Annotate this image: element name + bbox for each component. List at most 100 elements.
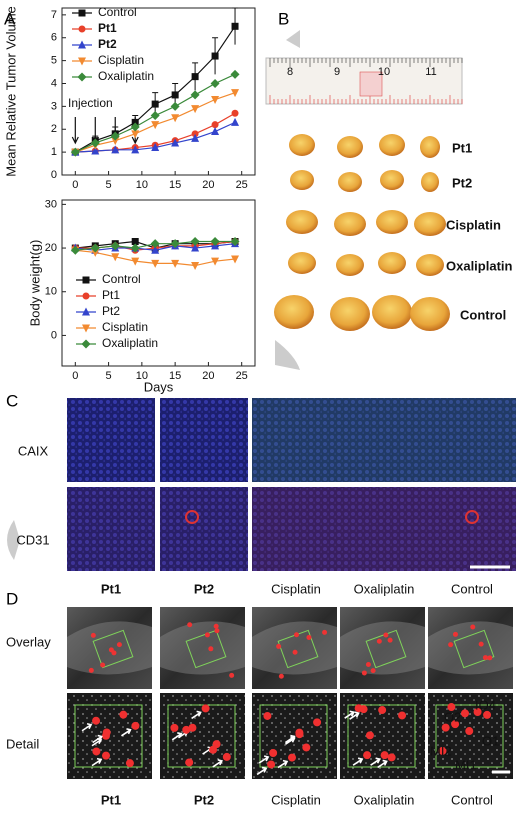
tumor-cell: [208, 646, 214, 652]
marker: [231, 255, 240, 264]
tumor-cell: [380, 751, 389, 760]
tumor-cell: [306, 634, 312, 640]
cell-arrow: [370, 757, 381, 766]
fish-body: [252, 621, 337, 675]
marker: [230, 69, 240, 79]
x-tick-label: 5: [106, 179, 112, 191]
tumor-label: Control: [460, 307, 506, 322]
marker: [111, 145, 120, 154]
marker: [82, 307, 90, 316]
marker: [70, 147, 80, 157]
panel-label: D: [6, 589, 18, 608]
vessel: [185, 510, 199, 524]
stain-image: [340, 398, 428, 482]
marker: [190, 90, 200, 100]
tumor-cell: [276, 643, 282, 649]
stain-image: [252, 487, 340, 571]
y-tick-label: 0: [51, 329, 57, 341]
y-tick-label: 7: [51, 9, 57, 21]
tumor-label: Pt2: [452, 175, 472, 190]
marker: [90, 138, 100, 148]
marker: [170, 239, 180, 249]
marker: [131, 257, 140, 266]
marker: [110, 241, 120, 251]
marker: [170, 101, 180, 111]
tumor-cell: [185, 758, 194, 767]
stain-row-label: CAIX: [18, 443, 49, 458]
legend-label: Pt1: [102, 288, 120, 302]
legend-label: Pt2: [98, 37, 117, 51]
cell-annotation: MI2: [430, 743, 452, 758]
marker: [151, 259, 160, 268]
marker: [191, 105, 200, 114]
tumor-cell: [209, 745, 218, 754]
x-tick-label: 5: [106, 370, 112, 382]
y-tick-label: 1: [51, 146, 57, 158]
marker: [131, 238, 139, 245]
marker: [131, 118, 139, 126]
marker: [211, 257, 220, 266]
tumor-cell: [460, 709, 469, 718]
marker: [151, 121, 160, 130]
legend-label: Pt1: [98, 21, 117, 35]
cell-annotation: IO4: [475, 697, 496, 712]
marker: [151, 100, 159, 108]
tumor: [410, 297, 450, 331]
marker: [78, 9, 86, 17]
cell-arrow: [377, 759, 388, 769]
tumor-cell: [263, 711, 272, 720]
fish-image: [428, 693, 513, 779]
cell-arrow: [258, 755, 270, 764]
marker: [231, 117, 240, 126]
marker: [191, 243, 200, 252]
roi-box: [259, 704, 328, 768]
tumor-cell: [378, 706, 387, 715]
tumor: [288, 252, 316, 274]
marker: [210, 78, 220, 88]
fish-image: [252, 607, 337, 689]
ruler-label: 11: [425, 66, 436, 78]
panel-label: B: [278, 9, 289, 28]
y-tick-label: 4: [51, 77, 57, 89]
tumor-cell: [313, 718, 322, 727]
tumor: [380, 170, 404, 190]
decoration: [286, 30, 300, 48]
marker: [231, 89, 240, 98]
fish-body: [160, 621, 245, 675]
roi-box: [185, 629, 227, 669]
cell-arrow: [344, 710, 355, 719]
legend-label: Pt2: [102, 304, 120, 318]
tumor-cell: [376, 638, 382, 644]
marker: [191, 73, 199, 81]
tumor-cell: [448, 642, 454, 648]
y-tick-label: 5: [51, 55, 57, 67]
legend-label: Cisplatin: [98, 53, 144, 67]
y-tick-label: 10: [45, 286, 57, 298]
tumor-cell: [222, 752, 231, 761]
x-axis-label: Days: [144, 379, 174, 394]
stain-column-label: Cisplatin: [271, 581, 321, 596]
marker: [171, 138, 180, 147]
tumor-cell: [478, 641, 484, 647]
injection-arrow: [71, 117, 79, 145]
stain-tint: [340, 398, 428, 482]
tumor-cell: [452, 631, 458, 637]
tumor-cell: [363, 751, 372, 760]
ruler-label: 10: [378, 66, 390, 78]
stain-column-label: Control: [451, 581, 493, 596]
plot-frame: [61, 199, 256, 367]
x-tick-label: 25: [236, 179, 248, 191]
stain-tint: [160, 487, 248, 571]
plot-frame: [61, 7, 256, 176]
marker: [171, 259, 180, 268]
tumor: [336, 254, 364, 276]
cell-arrow: [92, 734, 103, 744]
marker: [171, 114, 180, 123]
tumor-cell: [365, 662, 371, 668]
stain-column-label: Pt1: [101, 581, 121, 596]
tumor-cell: [387, 753, 396, 762]
decoration: [7, 520, 20, 560]
y-axis-label: Mean Relative Tumor Volume: [3, 6, 18, 177]
marker: [130, 243, 140, 253]
